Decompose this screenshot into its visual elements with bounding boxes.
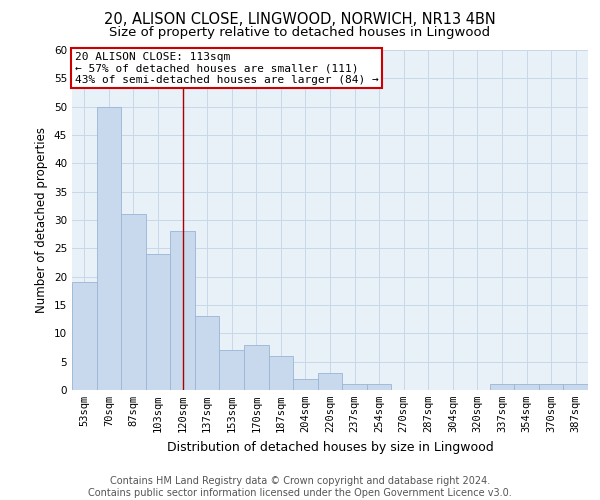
Bar bbox=[97, 106, 121, 390]
Text: 20 ALISON CLOSE: 113sqm
← 57% of detached houses are smaller (111)
43% of semi-d: 20 ALISON CLOSE: 113sqm ← 57% of detache… bbox=[74, 52, 379, 85]
Bar bbox=[539, 384, 563, 390]
Bar bbox=[293, 378, 318, 390]
Bar bbox=[269, 356, 293, 390]
Bar bbox=[367, 384, 391, 390]
Bar bbox=[318, 373, 342, 390]
Text: 20, ALISON CLOSE, LINGWOOD, NORWICH, NR13 4BN: 20, ALISON CLOSE, LINGWOOD, NORWICH, NR1… bbox=[104, 12, 496, 28]
Text: Contains HM Land Registry data © Crown copyright and database right 2024.
Contai: Contains HM Land Registry data © Crown c… bbox=[88, 476, 512, 498]
X-axis label: Distribution of detached houses by size in Lingwood: Distribution of detached houses by size … bbox=[167, 440, 493, 454]
Bar bbox=[72, 282, 97, 390]
Bar bbox=[514, 384, 539, 390]
Bar bbox=[146, 254, 170, 390]
Bar bbox=[342, 384, 367, 390]
Bar bbox=[563, 384, 588, 390]
Bar bbox=[220, 350, 244, 390]
Bar bbox=[195, 316, 220, 390]
Y-axis label: Number of detached properties: Number of detached properties bbox=[35, 127, 49, 313]
Bar bbox=[121, 214, 146, 390]
Text: Size of property relative to detached houses in Lingwood: Size of property relative to detached ho… bbox=[109, 26, 491, 39]
Bar bbox=[490, 384, 514, 390]
Bar bbox=[244, 344, 269, 390]
Bar bbox=[170, 232, 195, 390]
